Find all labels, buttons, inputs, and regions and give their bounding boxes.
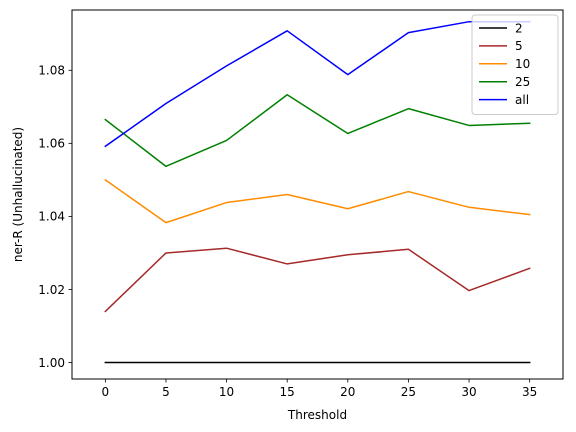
legend-box	[471, 14, 559, 115]
legend-label-25: 25	[515, 75, 530, 89]
x-tick-label: 30	[461, 385, 476, 399]
x-tick-label: 10	[219, 385, 234, 399]
x-tick-label: 15	[280, 385, 295, 399]
y-tick-label: 1.06	[38, 137, 65, 151]
y-tick-label: 1.04	[38, 210, 65, 224]
series-line-all	[104, 20, 531, 148]
x-tick-label: 25	[401, 385, 416, 399]
x-tick-label: 20	[340, 385, 355, 399]
y-tick-label: 1.08	[38, 64, 65, 78]
x-tick-label: 35	[522, 385, 537, 399]
series-line-5	[104, 247, 531, 313]
legend-label-5: 5	[515, 39, 523, 53]
series-line-10	[104, 178, 531, 224]
y-tick-label: 1.02	[38, 283, 65, 297]
y-axis-label: ner-R (Unhallucinated)	[11, 127, 25, 262]
legend-label-2: 2	[515, 21, 523, 35]
plot-frame	[71, 9, 564, 380]
legend-label-10: 10	[515, 57, 530, 71]
x-tick-label: 5	[162, 385, 170, 399]
y-tick-label: 1.00	[38, 356, 65, 370]
legend-label-all: all	[515, 93, 529, 107]
x-tick-label: 0	[102, 385, 110, 399]
series-line-25	[104, 94, 531, 168]
x-axis-label: Threshold	[287, 408, 347, 422]
